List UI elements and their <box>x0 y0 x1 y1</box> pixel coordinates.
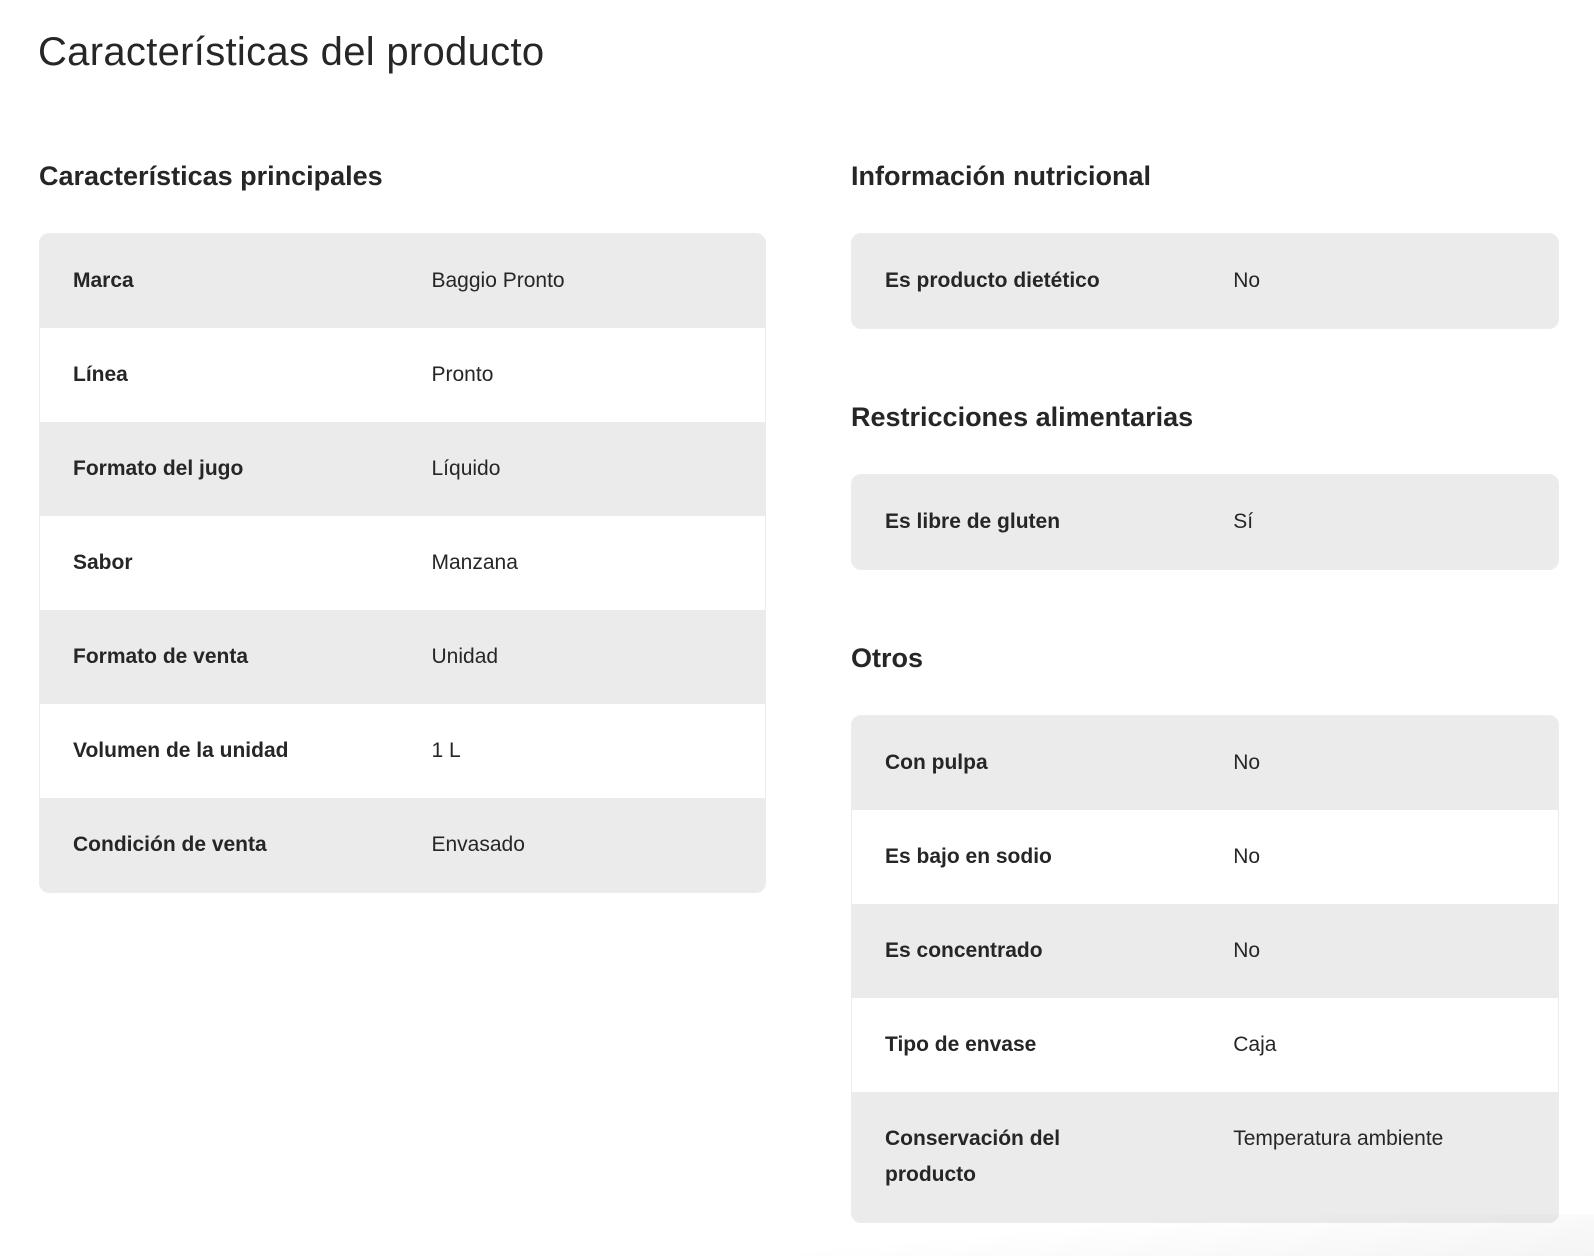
spec-value: Líquido <box>431 457 501 480</box>
table-row: Es bajo en sodio No <box>852 810 1558 904</box>
table-row: Es concentrado No <box>852 904 1558 998</box>
table-row: Volumen de la unidad 1 L <box>40 704 765 798</box>
secondary-characteristics-column: Información nutricional Es producto diet… <box>851 158 1559 1223</box>
spec-value: Manzana <box>431 551 518 574</box>
spec-label: Con pulpa <box>885 751 988 774</box>
spec-value: Temperatura ambiente <box>1233 1127 1444 1150</box>
spec-label: Es bajo en sodio <box>885 845 1052 868</box>
main-characteristics-section: Características principales Marca Baggio… <box>39 158 766 893</box>
spec-value: No <box>1233 269 1261 292</box>
spec-value: Baggio Pronto <box>431 269 565 292</box>
table-row: Es producto dietético No <box>852 234 1558 328</box>
spec-label: Es producto dietético <box>885 269 1100 292</box>
spec-value: No <box>1233 751 1261 774</box>
spec-value: Envasado <box>431 833 525 856</box>
table-row: Condición de venta Envasado <box>40 798 765 892</box>
spec-label: Tipo de envase <box>885 1033 1037 1056</box>
spec-label: Es libre de gluten <box>885 510 1061 533</box>
table-row: Formato del jugo Líquido <box>40 422 765 516</box>
spec-value: No <box>1233 939 1261 962</box>
table-row: Es libre de gluten Sí <box>852 475 1558 569</box>
table-row: Tipo de envase Caja <box>852 998 1558 1092</box>
section-title-otros: Otros <box>851 643 924 673</box>
section-title-principales: Características principales <box>39 161 383 191</box>
table-row: Formato de venta Unidad <box>40 610 765 704</box>
spec-label: Sabor <box>73 551 133 574</box>
spec-label: Formato de venta <box>73 645 249 668</box>
spec-label: Condición de venta <box>73 833 267 856</box>
spec-label: Conservación del producto <box>885 1127 1061 1186</box>
page-title: Características del producto <box>38 30 545 74</box>
spec-label: Volumen de la unidad <box>73 739 289 762</box>
section-title-nutricional: Información nutricional <box>851 161 1152 191</box>
table-row: Marca Baggio Pronto <box>40 234 765 328</box>
spec-label: Marca <box>73 269 134 292</box>
spec-value: Caja <box>1233 1033 1277 1056</box>
table-row: Sabor Manzana <box>40 516 765 610</box>
spec-table-nutricional: Es producto dietético No <box>851 233 1559 329</box>
spec-value: No <box>1233 845 1261 868</box>
table-row: Línea Pronto <box>40 328 765 422</box>
table-row: Con pulpa No <box>852 716 1558 810</box>
spec-value: Sí <box>1233 510 1254 533</box>
spec-label: Línea <box>73 363 128 386</box>
spec-value: Pronto <box>431 363 494 386</box>
table-row: Conservación del producto Temperatura am… <box>852 1092 1558 1222</box>
spec-value: Unidad <box>431 645 499 668</box>
spec-table-otros: Con pulpa No Es bajo en sodio No Es conc… <box>851 715 1559 1223</box>
spec-label: Es concentrado <box>885 939 1043 962</box>
spec-value: 1 L <box>431 739 461 762</box>
spec-table-restricciones: Es libre de gluten Sí <box>851 474 1559 570</box>
section-title-restricciones: Restricciones alimentarias <box>851 402 1194 432</box>
spec-table-principales: Marca Baggio Pronto Línea Pronto Formato… <box>39 233 766 893</box>
spec-label: Formato del jugo <box>73 457 244 480</box>
